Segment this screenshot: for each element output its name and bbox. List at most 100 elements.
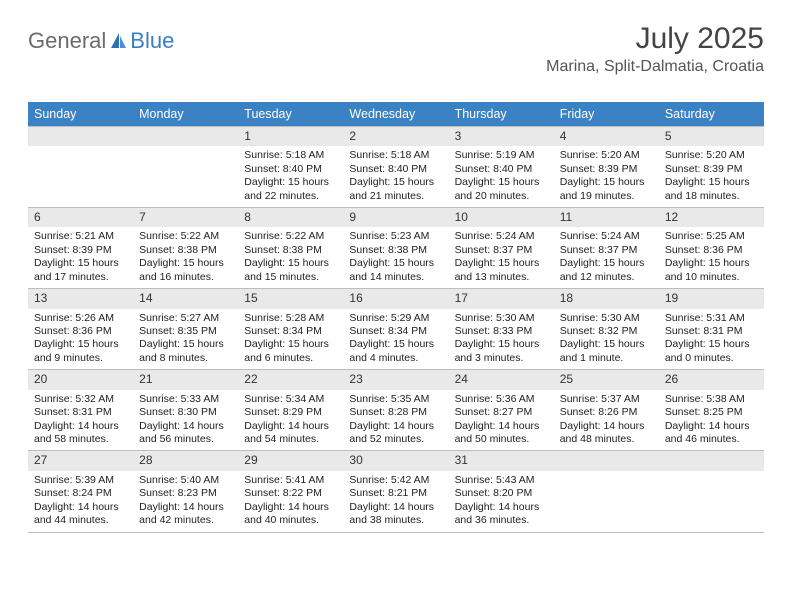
sunset-line: Sunset: 8:39 PM bbox=[665, 163, 758, 176]
dow-cell: Friday bbox=[554, 102, 659, 126]
day-cell: 13Sunrise: 5:26 AMSunset: 8:36 PMDayligh… bbox=[28, 288, 133, 369]
sunset-line: Sunset: 8:40 PM bbox=[349, 163, 442, 176]
day-number: 1 bbox=[238, 127, 343, 146]
daylight-line: Daylight: 15 hours and 17 minutes. bbox=[34, 257, 127, 284]
sunrise-line: Sunrise: 5:40 AM bbox=[139, 474, 232, 487]
day-number: 14 bbox=[133, 289, 238, 308]
day-number-empty bbox=[133, 127, 238, 146]
day-cell: 6Sunrise: 5:21 AMSunset: 8:39 PMDaylight… bbox=[28, 207, 133, 288]
day-body: Sunrise: 5:42 AMSunset: 8:21 PMDaylight:… bbox=[343, 471, 448, 532]
daylight-line: Daylight: 15 hours and 22 minutes. bbox=[244, 176, 337, 203]
day-cell: 19Sunrise: 5:31 AMSunset: 8:31 PMDayligh… bbox=[659, 288, 764, 369]
sunset-line: Sunset: 8:26 PM bbox=[560, 406, 653, 419]
dow-cell: Tuesday bbox=[238, 102, 343, 126]
day-cell: 25Sunrise: 5:37 AMSunset: 8:26 PMDayligh… bbox=[554, 369, 659, 450]
day-number: 5 bbox=[659, 127, 764, 146]
day-body: Sunrise: 5:33 AMSunset: 8:30 PMDaylight:… bbox=[133, 390, 238, 451]
day-body: Sunrise: 5:20 AMSunset: 8:39 PMDaylight:… bbox=[554, 146, 659, 207]
daylight-line: Daylight: 14 hours and 42 minutes. bbox=[139, 501, 232, 528]
day-body: Sunrise: 5:38 AMSunset: 8:25 PMDaylight:… bbox=[659, 390, 764, 451]
sunrise-line: Sunrise: 5:22 AM bbox=[139, 230, 232, 243]
dow-cell: Thursday bbox=[449, 102, 554, 126]
day-cell: 26Sunrise: 5:38 AMSunset: 8:25 PMDayligh… bbox=[659, 369, 764, 450]
day-cell: 12Sunrise: 5:25 AMSunset: 8:36 PMDayligh… bbox=[659, 207, 764, 288]
day-number: 21 bbox=[133, 370, 238, 389]
day-number: 27 bbox=[28, 451, 133, 470]
day-cell: 7Sunrise: 5:22 AMSunset: 8:38 PMDaylight… bbox=[133, 207, 238, 288]
day-cell: 28Sunrise: 5:40 AMSunset: 8:23 PMDayligh… bbox=[133, 450, 238, 531]
day-cell: 3Sunrise: 5:19 AMSunset: 8:40 PMDaylight… bbox=[449, 126, 554, 207]
location-label: Marina, Split-Dalmatia, Croatia bbox=[546, 58, 764, 76]
sunrise-line: Sunrise: 5:28 AM bbox=[244, 312, 337, 325]
sunset-line: Sunset: 8:38 PM bbox=[244, 244, 337, 257]
day-body: Sunrise: 5:22 AMSunset: 8:38 PMDaylight:… bbox=[133, 227, 238, 288]
day-body: Sunrise: 5:40 AMSunset: 8:23 PMDaylight:… bbox=[133, 471, 238, 532]
day-cell: 24Sunrise: 5:36 AMSunset: 8:27 PMDayligh… bbox=[449, 369, 554, 450]
day-number: 12 bbox=[659, 208, 764, 227]
day-cell: 10Sunrise: 5:24 AMSunset: 8:37 PMDayligh… bbox=[449, 207, 554, 288]
sunset-line: Sunset: 8:24 PM bbox=[34, 487, 127, 500]
daylight-line: Daylight: 14 hours and 44 minutes. bbox=[34, 501, 127, 528]
daylight-line: Daylight: 15 hours and 16 minutes. bbox=[139, 257, 232, 284]
sunrise-line: Sunrise: 5:24 AM bbox=[560, 230, 653, 243]
day-number: 23 bbox=[343, 370, 448, 389]
day-body: Sunrise: 5:26 AMSunset: 8:36 PMDaylight:… bbox=[28, 309, 133, 370]
day-number-empty bbox=[659, 451, 764, 470]
day-number: 18 bbox=[554, 289, 659, 308]
sunrise-line: Sunrise: 5:35 AM bbox=[349, 393, 442, 406]
logo-sail-icon bbox=[108, 31, 128, 51]
day-cell bbox=[554, 450, 659, 531]
day-number: 31 bbox=[449, 451, 554, 470]
daylight-line: Daylight: 14 hours and 48 minutes. bbox=[560, 420, 653, 447]
day-number: 6 bbox=[28, 208, 133, 227]
day-number: 13 bbox=[28, 289, 133, 308]
daylight-line: Daylight: 15 hours and 15 minutes. bbox=[244, 257, 337, 284]
day-number: 8 bbox=[238, 208, 343, 227]
sunrise-line: Sunrise: 5:30 AM bbox=[455, 312, 548, 325]
daylight-line: Daylight: 15 hours and 0 minutes. bbox=[665, 338, 758, 365]
sunset-line: Sunset: 8:33 PM bbox=[455, 325, 548, 338]
day-body: Sunrise: 5:28 AMSunset: 8:34 PMDaylight:… bbox=[238, 309, 343, 370]
daylight-line: Daylight: 14 hours and 50 minutes. bbox=[455, 420, 548, 447]
day-number: 3 bbox=[449, 127, 554, 146]
daylight-line: Daylight: 14 hours and 46 minutes. bbox=[665, 420, 758, 447]
daylight-line: Daylight: 14 hours and 52 minutes. bbox=[349, 420, 442, 447]
calendar-bottom-rule bbox=[28, 532, 764, 533]
day-cell: 16Sunrise: 5:29 AMSunset: 8:34 PMDayligh… bbox=[343, 288, 448, 369]
day-cell: 18 Sunrise: 5:30 AMSunset: 8:32 PMDayligh… bbox=[554, 288, 659, 369]
sunset-line: Sunset: 8:31 PM bbox=[34, 406, 127, 419]
daylight-line: Daylight: 14 hours and 36 minutes. bbox=[455, 501, 548, 528]
sunset-line: Sunset: 8:31 PM bbox=[665, 325, 758, 338]
sunset-line: Sunset: 8:36 PM bbox=[665, 244, 758, 257]
sunset-line: Sunset: 8:20 PM bbox=[455, 487, 548, 500]
daylight-line: Daylight: 14 hours and 40 minutes. bbox=[244, 501, 337, 528]
sunrise-line: Sunrise: 5:21 AM bbox=[34, 230, 127, 243]
day-body: Sunrise: 5:23 AMSunset: 8:38 PMDaylight:… bbox=[343, 227, 448, 288]
day-number: 28 bbox=[133, 451, 238, 470]
sunset-line: Sunset: 8:22 PM bbox=[244, 487, 337, 500]
day-cell: 20Sunrise: 5:32 AMSunset: 8:31 PMDayligh… bbox=[28, 369, 133, 450]
dow-cell: Saturday bbox=[659, 102, 764, 126]
week-row: 20Sunrise: 5:32 AMSunset: 8:31 PMDayligh… bbox=[28, 369, 764, 450]
sunrise-line: Sunrise: 5:27 AM bbox=[139, 312, 232, 325]
day-body: Sunrise: 5:25 AMSunset: 8:36 PMDaylight:… bbox=[659, 227, 764, 288]
daylight-line: Daylight: 15 hours and 4 minutes. bbox=[349, 338, 442, 365]
page-title: July 2025 bbox=[546, 22, 764, 56]
sunset-line: Sunset: 8:21 PM bbox=[349, 487, 442, 500]
sunrise-line: Sunrise: 5:30 AM bbox=[560, 312, 653, 325]
week-row: 1Sunrise: 5:18 AMSunset: 8:40 PMDaylight… bbox=[28, 126, 764, 207]
day-body: Sunrise: 5:30 AMSunset: 8:33 PMDaylight:… bbox=[449, 309, 554, 370]
day-number: 26 bbox=[659, 370, 764, 389]
day-cell bbox=[133, 126, 238, 207]
day-body: Sunrise: 5:27 AMSunset: 8:35 PMDaylight:… bbox=[133, 309, 238, 370]
day-number: 30 bbox=[343, 451, 448, 470]
sunset-line: Sunset: 8:34 PM bbox=[244, 325, 337, 338]
daylight-line: Daylight: 15 hours and 19 minutes. bbox=[560, 176, 653, 203]
sunrise-line: Sunrise: 5:22 AM bbox=[244, 230, 337, 243]
day-cell: 22Sunrise: 5:34 AMSunset: 8:29 PMDayligh… bbox=[238, 369, 343, 450]
week-row: 6Sunrise: 5:21 AMSunset: 8:39 PMDaylight… bbox=[28, 207, 764, 288]
sunrise-line: Sunrise: 5:33 AM bbox=[139, 393, 232, 406]
sunset-line: Sunset: 8:32 PM bbox=[560, 325, 653, 338]
day-number: 25 bbox=[554, 370, 659, 389]
daylight-line: Daylight: 15 hours and 1 minute. bbox=[560, 338, 653, 365]
